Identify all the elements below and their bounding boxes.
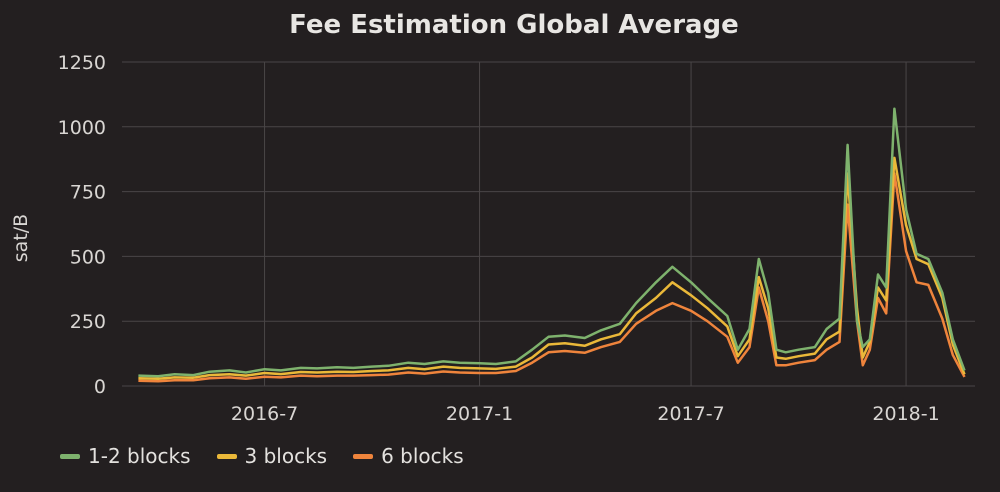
legend-item[interactable]: 6 blocks — [353, 444, 464, 468]
x-tick-label: 2017-1 — [446, 403, 513, 425]
y-tick-label: 1000 — [58, 117, 106, 139]
series-line — [138, 156, 966, 380]
x-tick-label: 2017-7 — [657, 403, 724, 425]
x-tick-label: 2018-1 — [872, 403, 939, 425]
y-tick-label: 500 — [70, 246, 106, 268]
x-axis-ticks: 2016-7 2017-1 2017-7 2018-1 — [231, 403, 940, 425]
chart-title: Fee Estimation Global Average — [289, 10, 739, 40]
legend-label: 3 blocks — [244, 444, 328, 468]
legend-item[interactable]: 3 blocks — [216, 444, 328, 468]
legend-label: 1-2 blocks — [88, 444, 191, 468]
series-line — [138, 172, 966, 383]
series-lines — [138, 107, 966, 383]
y-tick-label: 1250 — [58, 52, 106, 74]
fee-chart: Fee Estimation Global Average sat/B 0 250… — [10, 10, 975, 425]
series-line — [138, 107, 966, 378]
y-tick-label: 250 — [70, 311, 106, 333]
x-tick-label: 2016-7 — [231, 403, 298, 425]
y-axis-label: sat/B — [10, 214, 32, 262]
legend-swatch — [60, 453, 80, 459]
legend-swatch — [353, 453, 374, 459]
y-axis-ticks: 0 250 500 750 1000 1250 — [58, 52, 106, 398]
grid — [122, 61, 975, 387]
y-tick-label: 750 — [70, 182, 106, 204]
legend-swatch — [216, 453, 237, 459]
legend: 1-2 blocks 3 blocks 6 blocks — [60, 444, 464, 468]
legend-item[interactable]: 1-2 blocks — [60, 444, 191, 468]
legend-label: 6 blocks — [381, 444, 464, 468]
y-tick-label: 0 — [94, 376, 106, 398]
